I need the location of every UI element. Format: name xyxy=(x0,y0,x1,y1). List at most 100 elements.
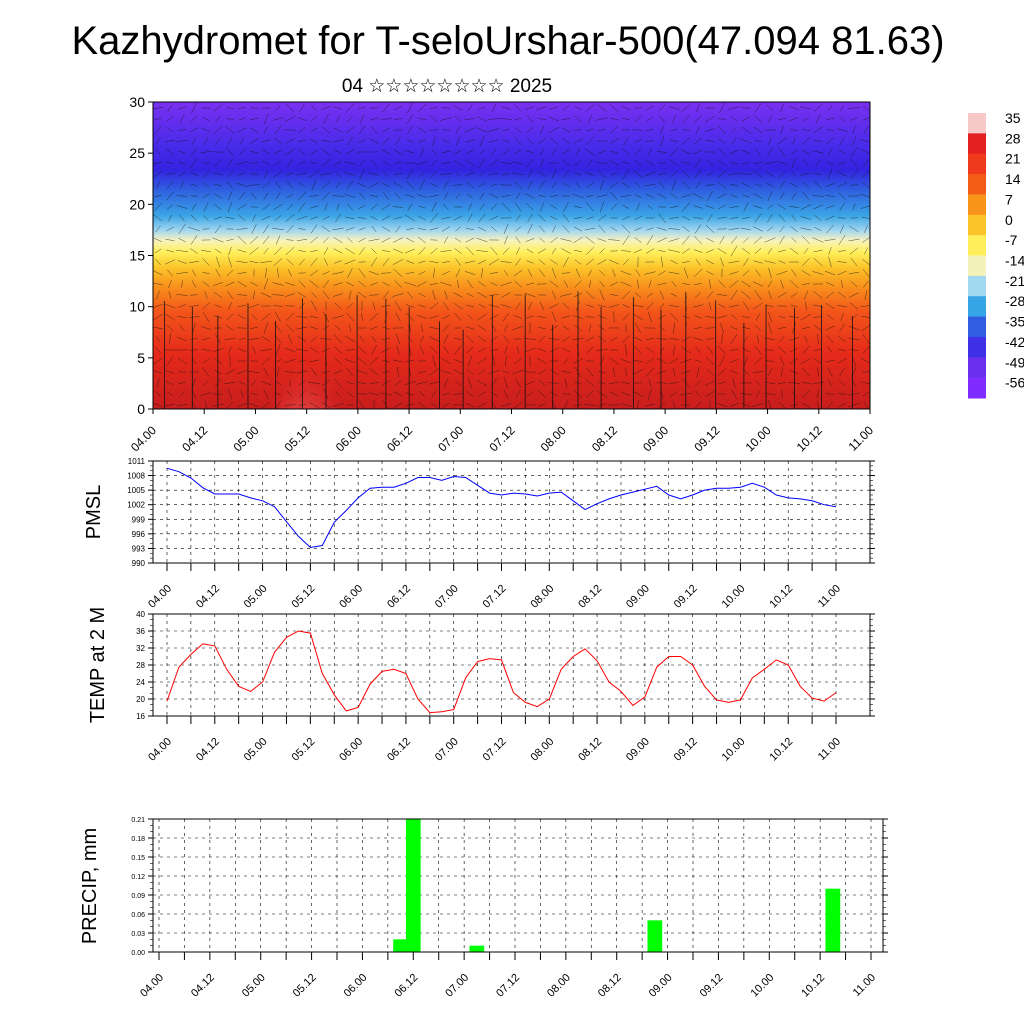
wind-arrow xyxy=(790,292,798,298)
wind-arrow xyxy=(695,258,701,266)
x-tick-label: 08.00 xyxy=(538,423,569,454)
wind-arrow xyxy=(730,333,738,345)
wind-arrow xyxy=(226,401,234,409)
wind-arrow xyxy=(778,260,786,264)
wind-arrow xyxy=(431,148,437,156)
x-tick-label: 09.12 xyxy=(672,736,700,764)
wind-arrow xyxy=(621,224,631,234)
wind-arrow xyxy=(393,105,403,111)
wind-arrow xyxy=(802,389,810,399)
wind-arrow xyxy=(717,193,727,199)
wind-arrow xyxy=(345,216,355,220)
wind-arrow xyxy=(825,194,835,198)
wind-arrow xyxy=(599,289,605,301)
y-tick-label: 999 xyxy=(132,515,146,524)
wind-arrow xyxy=(405,359,415,363)
y-tick-label: 0.15 xyxy=(131,855,145,862)
wind-arrow xyxy=(514,126,522,134)
wind-arrow xyxy=(310,257,318,267)
wind-arrow xyxy=(849,225,859,233)
wind-arrow xyxy=(488,118,500,120)
wind-arrow xyxy=(178,171,186,177)
wind-arrow xyxy=(717,170,727,178)
wind-arrow xyxy=(657,370,667,374)
wind-arrow xyxy=(214,248,222,254)
wind-arrow xyxy=(464,127,476,133)
wind-arrow xyxy=(708,302,712,310)
wind-arrow xyxy=(368,238,380,242)
wind-arrow xyxy=(741,182,751,188)
wind-arrow xyxy=(526,260,534,264)
x-tick-label: 10.00 xyxy=(720,583,748,611)
wind-arrow xyxy=(764,381,776,385)
wind-arrow xyxy=(237,271,247,275)
wind-arrow xyxy=(177,315,187,319)
wind-arrow xyxy=(332,271,344,275)
wind-arrow xyxy=(526,203,534,211)
wind-arrow xyxy=(693,205,703,209)
wind-arrow xyxy=(248,184,260,186)
wind-arrow xyxy=(692,193,704,199)
wind-arrow xyxy=(465,139,475,143)
wind-arrow xyxy=(489,193,499,199)
wind-arrow xyxy=(394,280,402,288)
wind-arrow xyxy=(393,268,403,278)
wind-arrow xyxy=(828,169,832,179)
wind-arrow xyxy=(838,149,846,155)
wind-arrow xyxy=(476,291,488,299)
wind-arrow xyxy=(298,228,306,230)
wind-arrow xyxy=(382,257,390,267)
wind-arrow xyxy=(251,224,257,234)
wind-arrow xyxy=(549,368,559,376)
colorbar-swatch xyxy=(968,153,986,175)
wind-arrow xyxy=(275,235,281,245)
wind-arrow xyxy=(741,402,751,408)
wind-arrow xyxy=(681,161,691,165)
wind-arrow xyxy=(706,159,714,167)
wind-arrow xyxy=(706,249,714,253)
wind-arrow xyxy=(646,235,654,245)
wind-arrow xyxy=(645,160,655,166)
wind-arrow xyxy=(778,170,786,178)
wind-arrow xyxy=(633,360,643,362)
wind-arrow xyxy=(454,248,462,254)
wind-arrow xyxy=(237,235,247,245)
wind-arrow xyxy=(310,138,318,144)
wind-arrow xyxy=(369,312,379,322)
wind-arrow xyxy=(359,400,365,409)
wind-arrow xyxy=(516,346,520,354)
wind-arrow xyxy=(717,181,727,189)
wind-arrow xyxy=(825,291,835,299)
wind-arrow xyxy=(779,181,785,189)
wind-arrow xyxy=(610,226,618,232)
wind-arrow xyxy=(357,291,367,299)
wind-arrow xyxy=(359,160,365,166)
wind-arrow xyxy=(802,283,810,285)
wind-arrow xyxy=(176,271,188,275)
wind-arrow xyxy=(454,345,462,355)
wind-arrow xyxy=(705,140,715,142)
wind-arrow xyxy=(465,228,475,230)
wind-arrow xyxy=(800,313,812,321)
wind-arrow xyxy=(732,378,736,388)
wind-arrow xyxy=(334,260,342,264)
x-tick-label: 06.12 xyxy=(392,972,420,1000)
wind-arrow xyxy=(514,378,522,388)
wind-arrow xyxy=(394,301,402,311)
y-tick-label: 993 xyxy=(132,544,146,553)
wind-arrow xyxy=(416,194,428,198)
wind-arrow xyxy=(561,118,571,120)
wind-arrow xyxy=(441,139,451,143)
wind-arrow xyxy=(261,313,271,321)
wind-arrow xyxy=(382,160,390,166)
wind-arrow xyxy=(502,148,510,156)
wind-arrow xyxy=(812,126,824,134)
wind-arrow xyxy=(671,179,677,191)
wind-arrow xyxy=(586,346,594,354)
wind-arrow xyxy=(321,158,331,168)
wind-arrow xyxy=(512,172,524,176)
wind-arrow xyxy=(562,105,570,111)
wind-arrow xyxy=(538,259,546,265)
wind-arrow xyxy=(778,346,786,354)
